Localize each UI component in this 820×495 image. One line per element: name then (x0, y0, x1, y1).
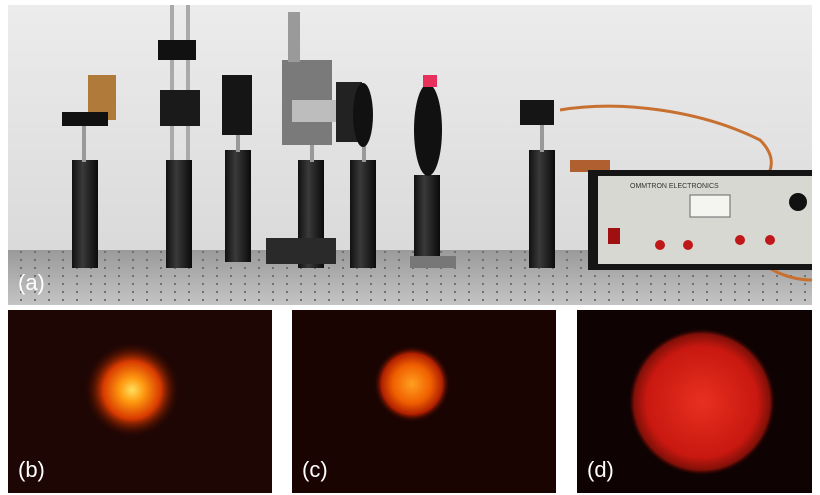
panel-label: (d) (587, 457, 614, 482)
panel-c: (c) (292, 310, 556, 493)
panel-d: (d) (577, 310, 812, 493)
panel-b: (b) (8, 310, 272, 493)
panel-a: OMMTRON ELECTRONICS (a) (8, 5, 812, 305)
beam-spot (374, 346, 450, 422)
panel-label: (a) (18, 270, 45, 295)
beam-spot (628, 328, 776, 476)
panel-label: (b) (18, 457, 45, 482)
figure: OMMTRON ELECTRONICS (a) (b) (c) (d) (0, 0, 820, 495)
panel-label: (c) (302, 457, 328, 482)
device-label: OMMTRON ELECTRONICS (630, 183, 719, 190)
beam-spot (84, 342, 180, 438)
